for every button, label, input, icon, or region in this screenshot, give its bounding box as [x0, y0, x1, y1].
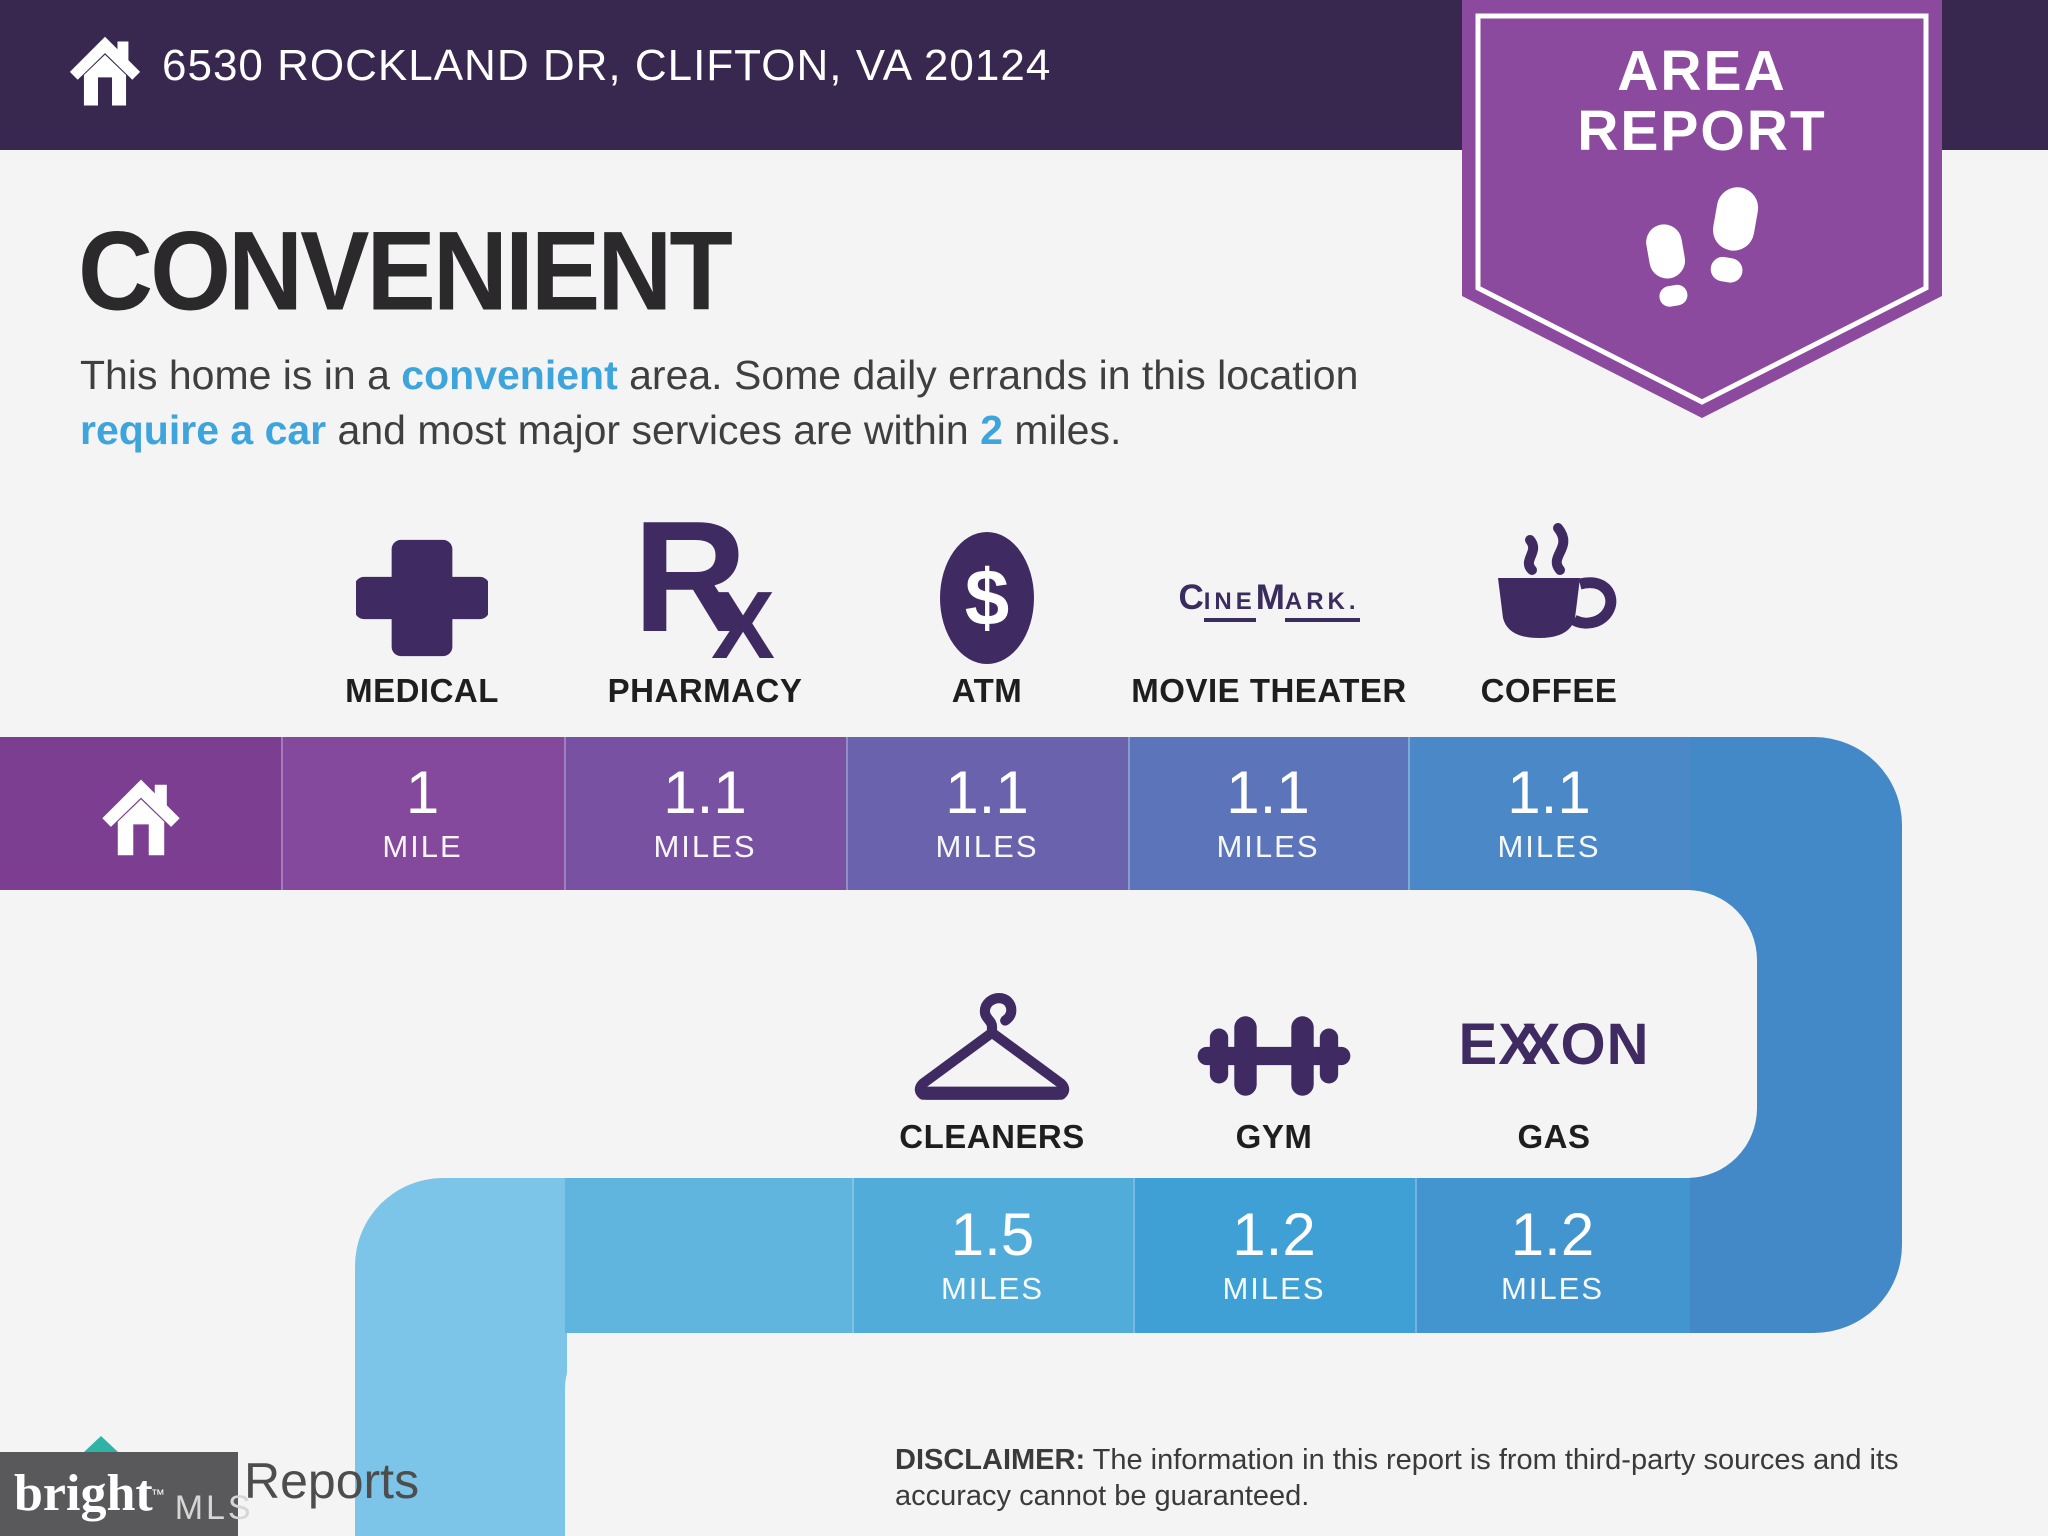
distance-unit: MILE — [382, 828, 463, 864]
amenity-label-cleaners: CLEANERS — [899, 1118, 1085, 1155]
disclaimer-text: The information in this report is from t… — [895, 1444, 1899, 1513]
property-address: 6530 ROCKLAND DR, CLIFTON, VA 20124 — [162, 41, 1052, 90]
reports-label: Reports — [244, 1453, 420, 1509]
badge-pennant-shape — [1462, 0, 1942, 418]
footer-white-panel — [565, 1333, 2048, 1536]
hanger-icon — [914, 993, 1070, 1100]
bright-mls-logo: bright ™ MLS — [0, 1452, 251, 1536]
badge-title-line1: AREA — [1617, 39, 1787, 103]
atm-dollar-icon: $ — [940, 532, 1034, 664]
home-segment — [0, 737, 281, 890]
distance-value: 1 — [405, 758, 440, 826]
distance-segment: 1 MILE — [281, 737, 564, 890]
intro-highlight: 2 — [980, 406, 1003, 453]
amenity-movie-theater: CINEMARK. — [1099, 512, 1439, 664]
amenity-label-coffee: COFFEE — [1480, 672, 1618, 709]
amenity-medical — [252, 512, 592, 664]
amenity-label-movie-theater: MOVIE THEATER — [1131, 672, 1407, 709]
disclaimer-label: DISCLAIMER: — [895, 1444, 1086, 1476]
distance-unit: MILES — [940, 1270, 1045, 1306]
distance-unit: MILES — [935, 828, 1039, 864]
distance-value: 1.1 — [1507, 758, 1591, 826]
distance-segment-empty — [565, 1178, 852, 1333]
distance-bar-row2: 1.5 MILES 1.2 MILES 1.2 MILES — [0, 1178, 1690, 1333]
rx-letter-x: X — [711, 572, 776, 679]
cinemark-letter: C — [1178, 578, 1204, 617]
intro-text: This home is in a — [80, 352, 402, 398]
exxon-text: ON — [1560, 1012, 1650, 1077]
amenity-cleaners — [822, 952, 1162, 1112]
amenity-label-medical: MEDICAL — [345, 672, 499, 709]
amenity-label-gas: GAS — [1517, 1118, 1591, 1155]
distance-value: 1.5 — [950, 1200, 1035, 1268]
distance-unit: MILES — [1497, 828, 1601, 864]
distance-segment: 1.1 MILES — [846, 737, 1128, 890]
amenity-gym — [1104, 952, 1444, 1112]
exxon-text: E — [1458, 1012, 1499, 1077]
cinemark-logo: CINEMARK. — [1178, 578, 1360, 664]
distance-segment: 1.2 MILES — [1133, 1178, 1415, 1333]
distance-value: 1.2 — [1510, 1200, 1595, 1268]
brand-bright-text: bright — [14, 1465, 153, 1522]
home-icon — [69, 36, 141, 106]
amenity-coffee — [1379, 512, 1719, 664]
amenity-gas: EXX ON — [1384, 952, 1724, 1112]
dollar-sign: $ — [964, 553, 1010, 642]
brand-trademark: ™ — [150, 1486, 165, 1502]
rx-icon: R X — [625, 498, 785, 674]
home-icon — [101, 779, 180, 855]
cinemark-text: INE — [1203, 588, 1256, 622]
distance-segment: 1.2 MILES — [1415, 1178, 1690, 1333]
page-title: CONVENIENT — [78, 209, 733, 335]
medical-cross-icon — [356, 539, 488, 657]
area-report-badge: AREA REPORT — [1462, 0, 1942, 422]
intro-text: area. Some daily errands in this locatio… — [617, 352, 1359, 398]
intro-paragraph: This home is in a convenient area. Some … — [80, 348, 1410, 457]
footprints-icon — [1646, 187, 1759, 307]
distance-bar-left-band — [355, 1178, 567, 1536]
distance-value: 1.1 — [663, 758, 747, 826]
badge-title-line2: REPORT — [1577, 99, 1827, 163]
distance-segment: 1.1 MILES — [564, 737, 846, 890]
distance-segment: 1.5 MILES — [852, 1178, 1133, 1333]
distance-unit: MILES — [1222, 1270, 1326, 1306]
second-row-white-panel — [0, 890, 1757, 1178]
amenity-label-pharmacy: PHARMACY — [607, 672, 803, 709]
distance-segment: 1.1 MILES — [1408, 737, 1690, 890]
distance-unit: MILES — [653, 828, 757, 864]
amenity-label-gym: GYM — [1235, 1118, 1313, 1155]
amenity-label-atm: ATM — [951, 672, 1023, 709]
exxon-logo: EXX ON — [1459, 1011, 1650, 1112]
distance-value: 1.1 — [945, 758, 1029, 826]
intro-highlight: require a car — [80, 406, 327, 453]
distance-value: 1.1 — [1226, 758, 1310, 826]
amenity-atm: $ — [817, 512, 1157, 664]
intro-text: miles. — [1002, 406, 1122, 453]
rx-letter-r: R — [633, 489, 748, 665]
cinemark-letter: M — [1255, 578, 1285, 617]
distance-unit: MILES — [1216, 828, 1320, 864]
dumbbell-icon — [1197, 1016, 1351, 1096]
coffee-cup-icon — [1498, 523, 1617, 638]
disclaimer: DISCLAIMER: The information in this repo… — [895, 1442, 1975, 1515]
exxon-xx: XX — [1498, 1012, 1560, 1077]
reports-house-roof-icon — [84, 1436, 118, 1452]
intro-text: and most major services are within — [326, 406, 981, 453]
distance-segment: 1.1 MILES — [1128, 737, 1408, 890]
amenity-pharmacy: R X — [535, 498, 875, 674]
brand-mls-text: MLS — [174, 1489, 254, 1527]
intro-highlight: convenient — [401, 352, 618, 398]
distance-value: 1.2 — [1232, 1200, 1316, 1268]
distance-bar-row1: 1 MILE 1.1 MILES 1.1 MILES 1.1 MILES 1.1… — [0, 737, 1690, 890]
distance-unit: MILES — [1500, 1270, 1605, 1306]
cinemark-text: ARK. — [1284, 588, 1360, 622]
